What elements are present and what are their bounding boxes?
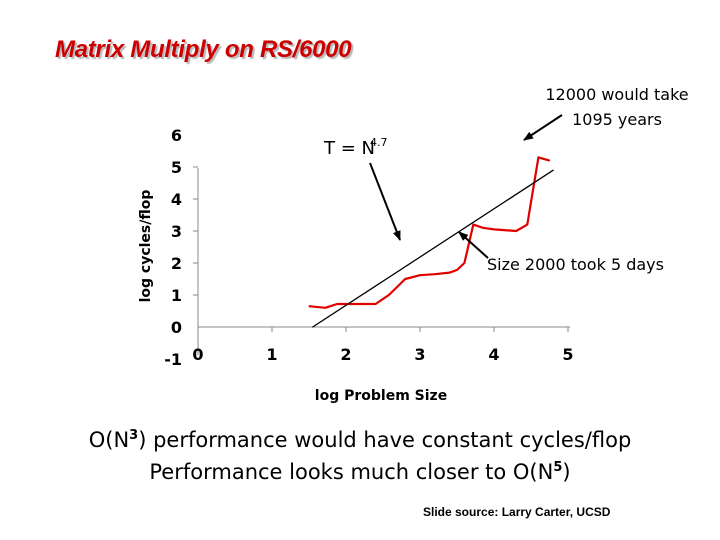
y-tick-label: 2: [171, 254, 182, 273]
conclusion-1-prefix: O(N: [88, 428, 130, 452]
measured-data-point: [537, 156, 540, 158]
measured-data-point: [404, 278, 406, 280]
y-tick-label: 4: [171, 190, 182, 209]
conclusion-2-suffix: ): [562, 460, 571, 484]
y-tick-label: 6: [171, 126, 182, 145]
fit-line-endpoint: [312, 326, 314, 328]
measured-data-point: [472, 224, 474, 226]
years-annotation: 12000 would take 1095 years: [523, 85, 689, 141]
years-annotation-line1: 12000 would take: [545, 85, 688, 104]
measured-data-point: [493, 228, 495, 230]
measured-data-point: [388, 294, 390, 296]
equation-exponent: 4.7: [370, 136, 388, 149]
y-tick-label: 3: [171, 222, 182, 241]
measured-data-point: [482, 227, 484, 229]
points-layer: [308, 156, 554, 328]
y-axis-label: log cycles/flop: [138, 190, 154, 303]
measured-data-point: [463, 262, 465, 264]
y-tick-label: 1: [171, 286, 182, 305]
size-annotation-text: Size 2000 took 5 days: [487, 255, 664, 274]
equation-base: T = N: [323, 138, 375, 159]
size-annotation: Size 2000 took 5 days: [458, 231, 664, 274]
measured-data-point: [548, 160, 551, 162]
measured-data-point: [456, 269, 458, 271]
size-arrow: [458, 231, 489, 259]
measured-series-line: [308, 156, 550, 309]
measured-data-point: [434, 273, 436, 275]
y-tick-label: 0: [171, 318, 182, 337]
measured-data-point: [336, 303, 338, 305]
x-tick-label: 1: [266, 345, 277, 364]
equation-arrow: [369, 162, 401, 241]
y-tick-label: 5: [171, 158, 182, 177]
conclusion-line-1: O(N3) performance would have constant cy…: [0, 428, 720, 452]
y-tick-label: -1: [164, 350, 182, 369]
measured-data-point: [449, 272, 451, 274]
conclusion-line-2: Performance looks much closer to O(N5): [0, 460, 720, 484]
x-axis-label: log Problem Size: [315, 388, 447, 404]
measured-data-point: [419, 274, 421, 276]
measured-data-point: [375, 303, 377, 305]
x-tick-label: 4: [488, 345, 499, 364]
years-annotation-line2: 1095 years: [572, 110, 662, 129]
measured-data-point: [308, 305, 310, 307]
y-ticks: -1 0 1 2 3 4 5 6: [164, 126, 198, 369]
slide-title: Matrix Multiply on RS/6000: [55, 36, 352, 63]
measured-data-point: [515, 230, 517, 232]
slide-credit: Slide source: Larry Carter, UCSD: [423, 505, 611, 519]
conclusion-1-suffix: ) performance would have constant cycles…: [138, 428, 632, 452]
years-arrow: [523, 114, 563, 141]
x-tick-label: 0: [192, 345, 203, 364]
x-tick-label: 2: [340, 345, 351, 364]
measured-data-point: [324, 307, 326, 309]
measured-data-point: [526, 224, 528, 226]
conclusion-1-exponent: 3: [129, 428, 139, 443]
x-ticks: 0 1 2 3 4 5: [192, 327, 574, 364]
conclusion-2-prefix: Performance looks much closer to O(N: [149, 460, 554, 484]
equation-annotation: T = N 4.7: [323, 136, 401, 241]
fit-line-endpoint: [552, 169, 554, 171]
series-layer: [308, 156, 554, 328]
fit-line: [312, 169, 554, 328]
x-tick-label: 5: [562, 345, 573, 364]
conclusion-2-exponent: 5: [553, 460, 563, 475]
x-tick-label: 3: [414, 345, 425, 364]
